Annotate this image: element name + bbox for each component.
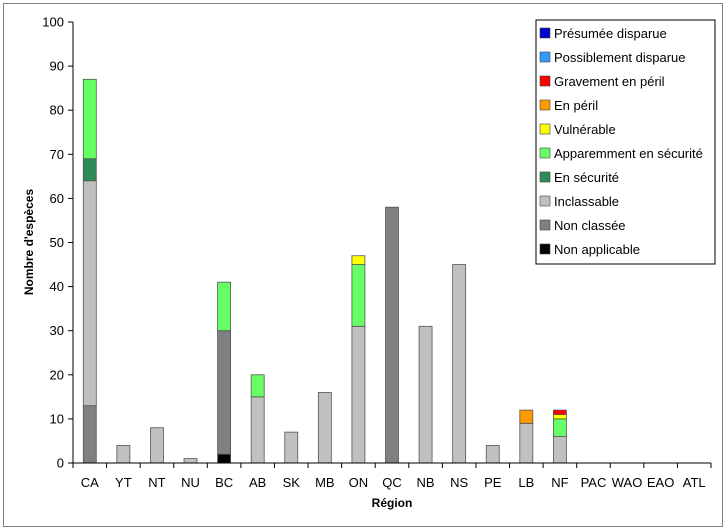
x-tick-label: CA [81, 475, 99, 490]
bar-segment [250, 396, 265, 464]
x-tick-label: PAC [581, 475, 607, 490]
bar-segment [183, 458, 198, 464]
bar-segment [82, 78, 97, 160]
bar-segment [150, 427, 164, 464]
legend-entry: Apparemment en sécurité [554, 146, 703, 161]
bar-segment [519, 422, 534, 464]
x-tick-label: EAO [647, 475, 674, 490]
x-tick-label: LB [518, 475, 534, 490]
x-tick-label: PE [484, 475, 502, 490]
x-tick-label: QC [382, 475, 402, 490]
bars [82, 78, 567, 464]
bar-segment [82, 405, 97, 464]
legend-entry: Non classée [554, 218, 626, 233]
legend-swatch [539, 51, 551, 63]
bar-segment [217, 281, 232, 332]
legend-swatch [539, 243, 551, 255]
y-axis-ticks: 0 10 20 30 40 50 60 70 80 90 100 [42, 15, 73, 471]
legend: Présumée disparue Possiblement disparue Gr… [535, 19, 716, 265]
legend-swatch [539, 147, 551, 159]
bar-segment [552, 436, 567, 464]
bar-segment [82, 158, 97, 182]
x-tick-label: WAO [612, 475, 643, 490]
legend-entry: Gravement en péril [554, 74, 665, 89]
legend-swatch [539, 171, 551, 183]
legend-entry: Non applicable [554, 242, 640, 257]
x-tick-label: BC [215, 475, 233, 490]
legend-swatch [539, 27, 551, 39]
bar-segment [452, 264, 467, 464]
bar-segment [519, 409, 534, 424]
bar-segment [552, 414, 567, 420]
bar-segment [116, 444, 131, 464]
x-tick-label: MB [315, 475, 335, 490]
legend-box [535, 19, 716, 265]
y-tick-label: 80 [50, 103, 64, 118]
x-tick-label: NU [181, 475, 200, 490]
x-tick-label: NF [551, 475, 568, 490]
bar-segment [317, 392, 332, 464]
x-axis-ticks: CA YT NT NU BC AB SK MB ON QC NB NS PE LB NF PAC WAO EAO A… [72, 463, 712, 490]
x-tick-label: YT [115, 475, 132, 490]
legend-entry: Possiblement disparue [554, 50, 686, 65]
x-tick-label: ON [349, 475, 369, 490]
legend-entry: Présumée disparue [554, 26, 667, 41]
bar-segment [385, 206, 399, 464]
bar-segment [82, 180, 97, 407]
chart-frame [3, 3, 723, 527]
bar-segment [552, 409, 567, 415]
y-axis-title: Nombre d'espèces [22, 189, 36, 296]
bar-segment [217, 330, 232, 455]
y-tick-label: 20 [50, 367, 64, 382]
y-tick-label: 100 [42, 15, 64, 30]
bar-segment [418, 325, 433, 464]
bar-segment [284, 431, 299, 464]
x-tick-label: ATL [683, 475, 706, 490]
bar-segment [351, 325, 366, 464]
y-tick-label: 10 [50, 411, 64, 426]
bar-segment [351, 255, 366, 265]
y-tick-label: 60 [50, 191, 64, 206]
x-tick-label: NS [450, 475, 468, 490]
x-tick-label: SK [283, 475, 301, 490]
bar-segment [552, 418, 567, 437]
y-tick-label: 90 [50, 59, 64, 74]
x-tick-label: AB [249, 475, 266, 490]
y-tick-label: 0 [57, 456, 64, 471]
legend-swatch [539, 195, 551, 207]
bar-segment [485, 444, 500, 464]
legend-entry: Vulnérable [554, 122, 616, 137]
legend-swatch [539, 75, 551, 87]
legend-entry: En péril [554, 98, 598, 113]
x-tick-label: NT [148, 475, 165, 490]
bar-segment [250, 374, 265, 398]
legend-swatch [539, 219, 551, 231]
legend-entry: En sécurité [554, 170, 619, 185]
legend-swatch [539, 123, 551, 135]
y-tick-label: 50 [50, 235, 64, 250]
bar-segment [217, 453, 232, 464]
x-tick-label: NB [417, 475, 435, 490]
x-axis-title: Région [372, 496, 413, 510]
bar-segment [351, 264, 366, 327]
legend-swatch [539, 99, 551, 111]
y-tick-label: 40 [50, 279, 64, 294]
y-tick-label: 70 [50, 147, 64, 162]
y-tick-label: 30 [50, 323, 64, 338]
legend-entry: Inclassable [554, 194, 619, 209]
